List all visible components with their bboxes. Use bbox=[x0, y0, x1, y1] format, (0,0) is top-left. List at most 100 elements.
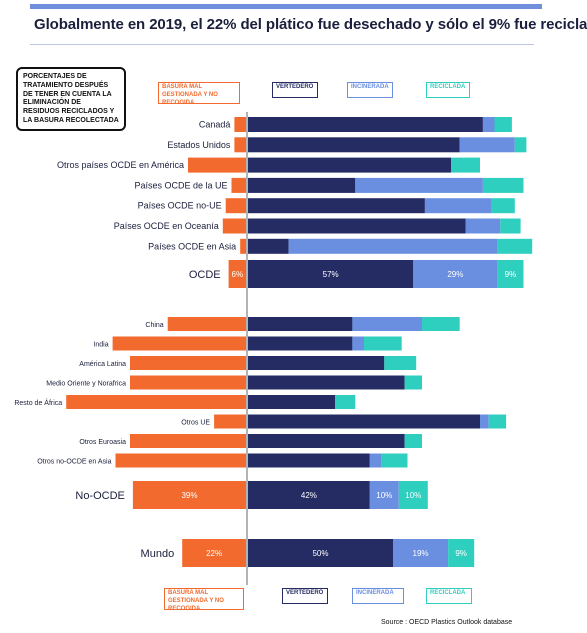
title-divider bbox=[30, 44, 534, 45]
bar-mismanaged bbox=[214, 414, 246, 429]
category-label: Otros UE bbox=[181, 420, 210, 427]
data-label-landfill: 57% bbox=[323, 270, 339, 279]
bar-mismanaged bbox=[231, 177, 246, 193]
legend-incinerated-bottom: INCINERADA bbox=[352, 588, 404, 604]
bar-landfill bbox=[248, 356, 385, 370]
legend-recycled-bottom: RECICLADA bbox=[426, 588, 472, 604]
data-label-landfill: 50% bbox=[312, 549, 328, 558]
bar-incinerated bbox=[413, 260, 498, 288]
legend-mismanaged-bottom: BASURA MAL GESTIONADA Y NO RECOGIDA bbox=[164, 588, 244, 612]
bar-recycled bbox=[491, 198, 515, 214]
bar-landfill bbox=[248, 414, 480, 429]
bar-recycled bbox=[494, 117, 512, 132]
bar-recycled bbox=[381, 453, 408, 468]
category-label: Otros no-OCDE en Asia bbox=[37, 459, 111, 466]
bar-recycled bbox=[335, 395, 356, 409]
bar-landfill bbox=[248, 317, 353, 331]
bar-mismanaged bbox=[234, 137, 246, 153]
category-label: China bbox=[145, 322, 163, 329]
bar-mismanaged bbox=[234, 117, 246, 132]
bar-landfill bbox=[248, 539, 393, 567]
bar-recycled bbox=[497, 238, 533, 254]
bar-recycled bbox=[364, 336, 402, 351]
category-label: Países OCDE de la UE bbox=[134, 180, 227, 190]
bar-incinerated bbox=[482, 117, 495, 132]
data-label-incinerated: 19% bbox=[413, 549, 429, 558]
chart-title: Globalmente en 2019, el 22% del plático … bbox=[34, 16, 587, 33]
bar-landfill bbox=[248, 198, 425, 214]
bar-recycled bbox=[500, 218, 521, 234]
legend-mismanaged-top: BASURA MAL GESTIONADA Y NO RECOGIDA bbox=[158, 82, 240, 106]
top-accent-bar bbox=[30, 4, 542, 9]
category-label: Mundo bbox=[141, 548, 175, 560]
category-label: Países OCDE en Asia bbox=[148, 241, 236, 251]
bar-recycled bbox=[404, 375, 422, 390]
bar-recycled bbox=[488, 414, 507, 429]
category-label: Otros países OCDE en América bbox=[57, 160, 184, 170]
bar-incinerated bbox=[480, 414, 489, 429]
bar-incinerated bbox=[459, 137, 515, 153]
category-label: Medio Oriente y Norafrica bbox=[46, 381, 126, 388]
bar-landfill bbox=[248, 395, 335, 409]
bar-landfill bbox=[248, 260, 414, 288]
legend-recycled-top: RECICLADA bbox=[426, 82, 470, 98]
bar-recycled bbox=[451, 157, 480, 173]
legend-landfill-top: VERTEDERO bbox=[272, 82, 318, 98]
category-label: India bbox=[93, 342, 108, 349]
data-label-mismanaged: 22% bbox=[206, 549, 222, 558]
category-label: Resto de África bbox=[14, 398, 62, 407]
category-label: Otros Euroasia bbox=[79, 439, 126, 446]
data-label-incinerated: 29% bbox=[447, 270, 463, 279]
data-label-mismanaged: 39% bbox=[181, 491, 197, 500]
data-label-recycled: 10% bbox=[405, 491, 421, 500]
category-label: OCDE bbox=[189, 269, 221, 281]
bar-recycled bbox=[448, 539, 475, 567]
bar-mismanaged bbox=[182, 539, 246, 567]
category-label: Canadá bbox=[199, 120, 231, 130]
bar-mismanaged bbox=[112, 336, 246, 351]
bar-incinerated bbox=[288, 238, 498, 254]
data-label-incinerated: 10% bbox=[376, 491, 392, 500]
data-label-recycled: 9% bbox=[455, 549, 467, 558]
bar-mismanaged bbox=[132, 481, 246, 509]
bar-landfill bbox=[248, 238, 289, 254]
bar-landfill bbox=[248, 177, 356, 193]
bar-mismanaged bbox=[66, 395, 246, 409]
source-note: Source : OECD Plastics Outlook database bbox=[381, 619, 513, 626]
bar-incinerated bbox=[369, 481, 399, 509]
bar-incinerated bbox=[424, 198, 492, 214]
data-label-landfill: 42% bbox=[301, 491, 317, 500]
bar-recycled bbox=[422, 317, 460, 331]
bar-incinerated bbox=[352, 317, 422, 331]
bar-landfill bbox=[248, 137, 460, 153]
bar-mismanaged bbox=[130, 356, 246, 370]
bar-recycled bbox=[384, 356, 417, 370]
bar-mismanaged bbox=[222, 218, 246, 234]
bar-landfill bbox=[248, 218, 466, 234]
data-label-mismanaged: 6% bbox=[232, 270, 244, 279]
bar-landfill bbox=[248, 157, 451, 173]
category-label: Países OCDE en Oceanía bbox=[114, 221, 219, 231]
bar-mismanaged bbox=[225, 198, 246, 214]
bar-landfill bbox=[248, 453, 370, 468]
bar-landfill bbox=[248, 434, 405, 448]
legend-incinerated-top: INCINERADA bbox=[347, 82, 393, 98]
data-label-recycled: 9% bbox=[505, 270, 517, 279]
bar-mismanaged bbox=[188, 157, 246, 173]
bar-recycled bbox=[497, 260, 524, 288]
legend-landfill-bottom: VERTEDERO bbox=[282, 588, 328, 604]
bar-landfill bbox=[248, 481, 370, 509]
bar-landfill bbox=[248, 336, 353, 351]
bar-mismanaged bbox=[228, 260, 246, 288]
bar-incinerated bbox=[393, 539, 449, 567]
bar-recycled bbox=[482, 177, 524, 193]
bar-mismanaged bbox=[130, 375, 246, 390]
bar-mismanaged bbox=[167, 317, 246, 331]
bar-landfill bbox=[248, 117, 483, 132]
bar-recycled bbox=[514, 137, 527, 153]
category-label: Estados Unidos bbox=[167, 140, 231, 150]
category-label: No-OCDE bbox=[75, 490, 125, 502]
bar-mismanaged bbox=[115, 453, 246, 468]
bar-mismanaged bbox=[130, 434, 246, 448]
